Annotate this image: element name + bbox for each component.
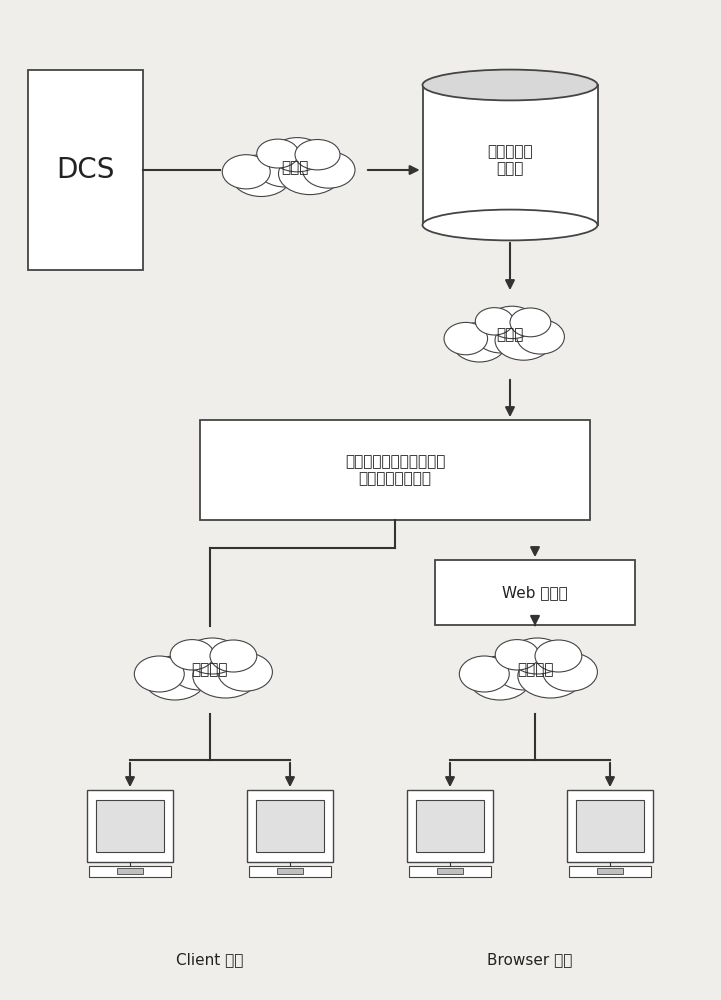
Ellipse shape <box>423 210 598 240</box>
Bar <box>410 866 490 877</box>
Ellipse shape <box>231 155 291 196</box>
Ellipse shape <box>475 317 527 353</box>
Bar <box>87 790 173 862</box>
Bar <box>247 790 333 862</box>
Bar <box>435 560 635 625</box>
Bar <box>89 866 171 877</box>
Ellipse shape <box>495 640 539 670</box>
Ellipse shape <box>517 320 565 354</box>
Ellipse shape <box>543 653 598 691</box>
Bar <box>200 420 590 520</box>
Bar <box>567 790 653 862</box>
Text: 局域网: 局域网 <box>496 328 523 342</box>
Ellipse shape <box>459 656 509 692</box>
Ellipse shape <box>303 152 355 188</box>
Ellipse shape <box>444 322 487 355</box>
Ellipse shape <box>170 640 214 670</box>
Bar <box>96 800 164 852</box>
Ellipse shape <box>222 155 270 189</box>
Ellipse shape <box>495 321 552 360</box>
Ellipse shape <box>218 653 273 691</box>
Ellipse shape <box>185 638 239 674</box>
Ellipse shape <box>193 654 258 698</box>
Bar <box>256 800 324 852</box>
Text: Browser 用户: Browser 用户 <box>487 952 572 968</box>
Ellipse shape <box>271 138 324 172</box>
Ellipse shape <box>143 656 206 700</box>
Bar <box>407 790 492 862</box>
Ellipse shape <box>278 153 342 195</box>
Bar <box>28 70 143 270</box>
Bar <box>597 868 623 874</box>
Text: DCS: DCS <box>56 156 115 184</box>
Bar <box>277 868 303 874</box>
Ellipse shape <box>518 654 583 698</box>
Ellipse shape <box>452 322 507 362</box>
Ellipse shape <box>510 638 565 674</box>
Ellipse shape <box>423 70 598 100</box>
Ellipse shape <box>257 149 314 187</box>
Ellipse shape <box>535 640 582 672</box>
Bar <box>437 868 463 874</box>
Text: Client 用户: Client 用户 <box>177 952 244 968</box>
Ellipse shape <box>510 308 551 337</box>
Ellipse shape <box>495 650 554 690</box>
Bar <box>117 868 143 874</box>
Ellipse shape <box>488 306 536 339</box>
Bar <box>416 800 485 852</box>
Text: 公共网络: 公共网络 <box>192 662 229 678</box>
Ellipse shape <box>210 640 257 672</box>
Ellipse shape <box>170 650 229 690</box>
Text: 安全运行指导系统服务器
（管理员服务器）: 安全运行指导系统服务器 （管理员服务器） <box>345 454 445 486</box>
Ellipse shape <box>257 139 298 168</box>
Ellipse shape <box>134 656 185 692</box>
Bar <box>576 800 644 852</box>
Ellipse shape <box>475 308 513 335</box>
Bar <box>423 85 598 225</box>
Ellipse shape <box>295 139 340 170</box>
Text: Web 服务器: Web 服务器 <box>502 585 568 600</box>
Text: 公共网络: 公共网络 <box>517 662 553 678</box>
Ellipse shape <box>469 656 531 700</box>
Bar <box>249 866 331 877</box>
Bar <box>570 866 650 877</box>
Text: 局域网: 局域网 <box>281 160 309 176</box>
Text: 实时数据库
服务器: 实时数据库 服务器 <box>487 144 533 176</box>
